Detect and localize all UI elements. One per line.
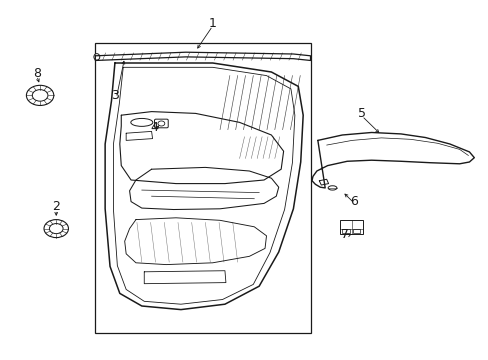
Bar (339, 220, 363, 234)
Bar (95, 43, 310, 333)
Circle shape (44, 220, 68, 238)
Ellipse shape (94, 54, 100, 60)
Bar (352, 229, 360, 233)
Text: 4: 4 (150, 121, 158, 134)
Text: 5: 5 (357, 107, 365, 120)
Bar (342, 229, 349, 233)
FancyBboxPatch shape (154, 119, 168, 128)
Circle shape (32, 90, 48, 101)
Text: 8: 8 (33, 67, 41, 80)
Circle shape (158, 121, 164, 126)
Circle shape (26, 85, 54, 105)
Text: 6: 6 (350, 195, 358, 208)
Text: 2: 2 (52, 201, 60, 213)
Circle shape (49, 224, 63, 234)
Text: 1: 1 (208, 17, 216, 30)
Ellipse shape (130, 118, 152, 126)
Text: 3: 3 (111, 89, 119, 102)
Ellipse shape (327, 186, 336, 190)
Text: 7: 7 (340, 228, 348, 240)
